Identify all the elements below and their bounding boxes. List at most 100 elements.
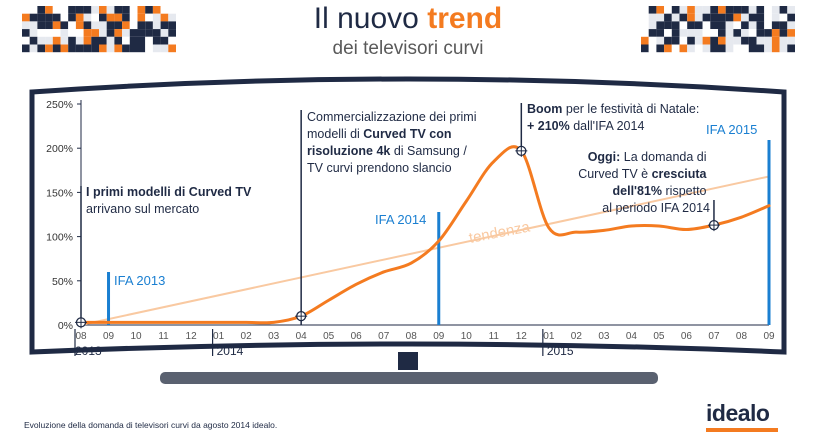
mosaic-cell [99,36,107,45]
mosaic-cell [718,29,726,37]
mosaic-cell [641,6,649,14]
mosaic-cell [718,6,726,14]
mosaic-cell [679,6,688,14]
mosaic-cell [122,6,130,14]
mosaic-cell [29,29,38,37]
mosaic-cell [52,36,61,45]
mosaic-cell [122,44,130,53]
mosaic-cell [99,44,107,53]
event-lines [80,103,771,325]
mosaic-cell [145,21,153,30]
mosaic-cell [152,44,161,53]
mosaic-cell [22,13,30,22]
mosaic-cell [45,13,53,22]
mosaic-cell [91,13,99,22]
mosaic-cell [114,21,123,30]
mosaic-cell [37,44,46,53]
mosaic-cell [152,13,161,22]
x-tick-label: 02 [571,331,583,342]
mosaic-cell [656,36,665,45]
mosaic-cell [641,36,649,45]
mosaic-cell [37,13,46,22]
mosaic-cell [771,44,780,53]
x-tick-label: 11 [158,331,169,342]
mosaic-cell [91,44,99,53]
mosaic-cell [641,13,649,22]
mosaic-cell [37,21,46,30]
mosaic-cell [664,6,672,14]
mosaic-cell [702,21,711,30]
mosaic-cell [91,29,99,37]
mosaic-cell [741,6,749,14]
mosaic-cell [83,29,92,37]
mosaic-cell [641,21,649,30]
mosaic-cell [45,44,53,53]
mosaic-cell [22,29,30,37]
mosaic-cell [99,29,107,37]
mosaic-cell [779,6,788,14]
idealo-logo-bar [706,428,778,432]
mosaic-cell [648,44,657,53]
mosaic-cell [771,6,780,14]
x-tick-label: 03 [598,331,610,342]
mosaic-cell [702,29,711,37]
mosaic-cell [83,13,92,22]
mosaic-cell [741,29,749,37]
mosaic-cell [733,21,742,30]
mosaic-cell [122,29,130,37]
mosaic-cell [779,21,788,30]
page-title: Il nuovo trend [0,2,816,36]
mosaic-cell [725,6,734,14]
mosaic-cell [60,21,69,30]
mosaic-cell [129,36,138,45]
tv-stand-base [160,372,658,384]
mosaic-cell [764,29,772,37]
x-tick-label: 09 [763,331,775,342]
mosaic-cell [45,29,53,37]
year-label: 2013 [75,344,102,358]
mosaic-cell [145,6,153,14]
x-tick-label: 05 [323,331,335,342]
mosaic-cell [75,29,84,37]
mosaic-cell [145,36,153,45]
mosaic-cell [748,21,757,30]
annotation-first-models: I primi modelli di Curved TV arrivano su… [86,185,255,216]
mosaic-cell [756,6,765,14]
mosaic-cell [641,29,649,37]
mosaic-cell [22,44,30,53]
mosaic-cell [91,6,99,14]
mosaic-cell [779,13,788,22]
page-subtitle: dei televisori curvi [332,38,484,59]
mosaic-cell [68,6,76,14]
mosaic-cell [779,36,788,45]
mosaic-cell [68,13,76,22]
mosaic-cell [656,44,665,53]
mosaic-cell [687,29,695,37]
mosaic-cell [694,21,703,30]
mosaic-cell [75,36,84,45]
mosaic-cell [75,21,84,30]
x-tick-label: 09 [433,331,445,342]
mosaic-cell [648,13,657,22]
mosaic-cell [694,29,703,37]
mosaic-cell [671,13,680,22]
mosaic-cell [671,21,680,30]
label-ifa-2015: IFA 2015 [706,122,757,137]
mosaic-cell [52,13,61,22]
mosaic-cell [99,6,107,14]
mosaic-cell [671,44,680,53]
mosaic-cell [122,13,130,22]
mosaic-cell [29,44,38,53]
mosaic-cell [83,6,92,14]
mosaic-cell [75,44,84,53]
mosaic-cell [160,6,169,14]
mosaic-cell [787,44,795,53]
mosaic-cell [710,6,718,14]
mosaic-cell [764,6,772,14]
mosaic-cell [748,29,757,37]
x-tick-label: 10 [130,331,142,342]
mosaic-cell [68,36,76,45]
mosaic-cell [656,13,665,22]
mosaic-cell [114,36,123,45]
mosaic-cell [764,21,772,30]
